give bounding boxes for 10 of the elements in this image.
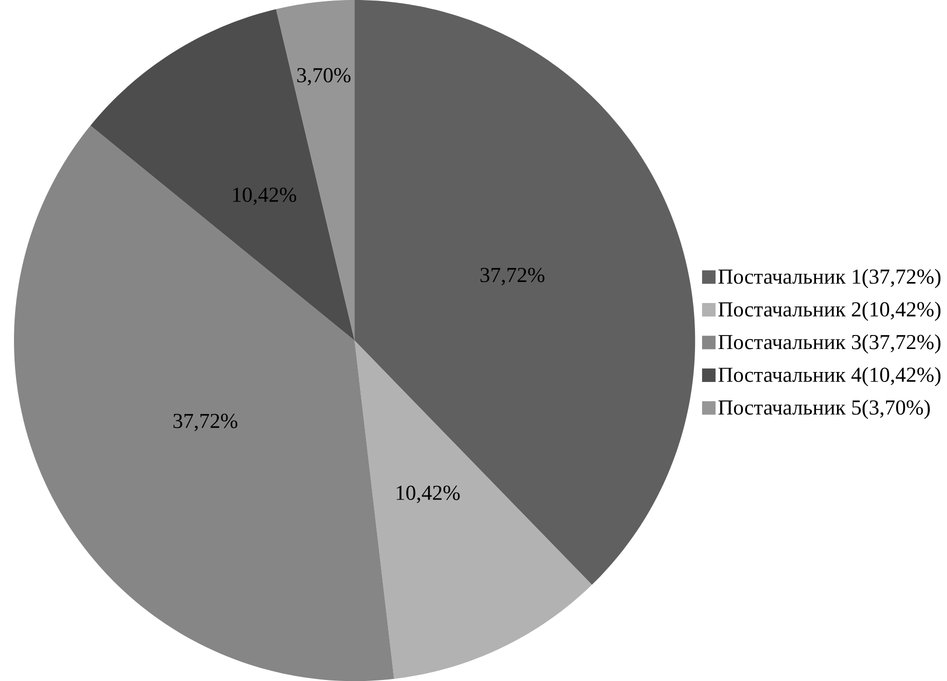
data-label: 10,42% <box>396 486 460 503</box>
legend-label: Постачальник 1(37,72%) <box>718 268 940 288</box>
data-label: 3,70% <box>297 68 350 86</box>
data-label: 10,42% <box>233 188 296 205</box>
legend-label: Постачальник 3(37,72%) <box>718 334 940 354</box>
legend-label: Постачальник 5(3,70%) <box>718 400 930 419</box>
legend-label: Постачальник 2(10,42%) <box>718 302 940 321</box>
data-label: 37,72% <box>173 414 238 432</box>
data-label: 37,72% <box>480 268 544 286</box>
legend-label: Постачальник 4(10,42%) <box>718 366 940 386</box>
